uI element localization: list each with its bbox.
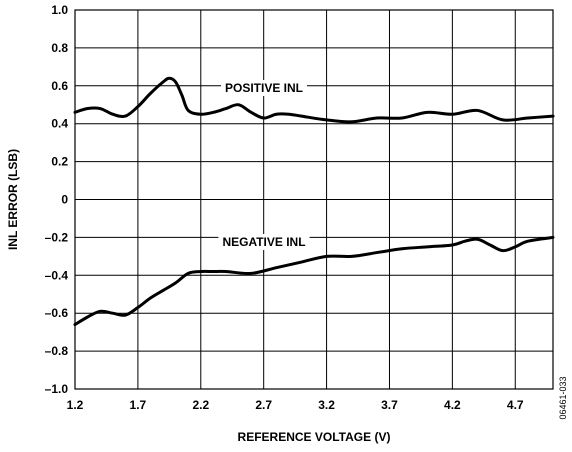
x-tick-label: 4.2 xyxy=(444,398,461,412)
y-tick-label: 0.2 xyxy=(51,155,68,169)
plot-frame xyxy=(74,9,554,390)
series-lines xyxy=(73,76,555,327)
y-tick-label: 0.8 xyxy=(51,41,68,55)
x-tick-label: 3.2 xyxy=(318,398,335,412)
y-axis-title: INL ERROR (LSB) xyxy=(6,149,20,250)
y-tick-label: 0.6 xyxy=(51,79,68,93)
positive-inl-line xyxy=(73,76,555,124)
x-axis-title: REFERENCE VOLTAGE (V) xyxy=(238,430,391,444)
negative-inl-line xyxy=(73,235,555,327)
y-tick-label: –0.6 xyxy=(45,306,69,320)
x-tick-label: 1.7 xyxy=(130,398,147,412)
x-tick-label: 1.2 xyxy=(67,398,84,412)
y-tick-label: 0 xyxy=(61,193,68,207)
x-tick-label: 2.7 xyxy=(255,398,272,412)
y-tick-label: –0.4 xyxy=(45,268,69,282)
y-tick-label: –1.0 xyxy=(45,382,69,396)
tick-labels: 1.0 0.8 0.6 0.4 0.2 0 –0.2 –0.4 –0.6 –0.8 –1.0 1.2 1… xyxy=(45,3,524,412)
grid xyxy=(74,9,553,390)
y-tick-label: –0.8 xyxy=(45,344,69,358)
positive-inl-label-background xyxy=(220,80,308,96)
negative-inl-label-background xyxy=(218,234,310,250)
x-tick-label: 2.2 xyxy=(192,398,209,412)
x-tick-label: 3.7 xyxy=(381,398,398,412)
negative-inl-label: NEGATIVE INL xyxy=(222,235,305,249)
y-tick-label: 0.4 xyxy=(51,117,68,131)
x-tick-label: 4.7 xyxy=(507,398,524,412)
y-tick-label: –0.2 xyxy=(45,230,69,244)
y-tick-label: 1.0 xyxy=(51,3,68,17)
positive-inl-label: POSITIVE INL xyxy=(225,81,303,95)
figure-id: 06461-033 xyxy=(558,376,568,419)
